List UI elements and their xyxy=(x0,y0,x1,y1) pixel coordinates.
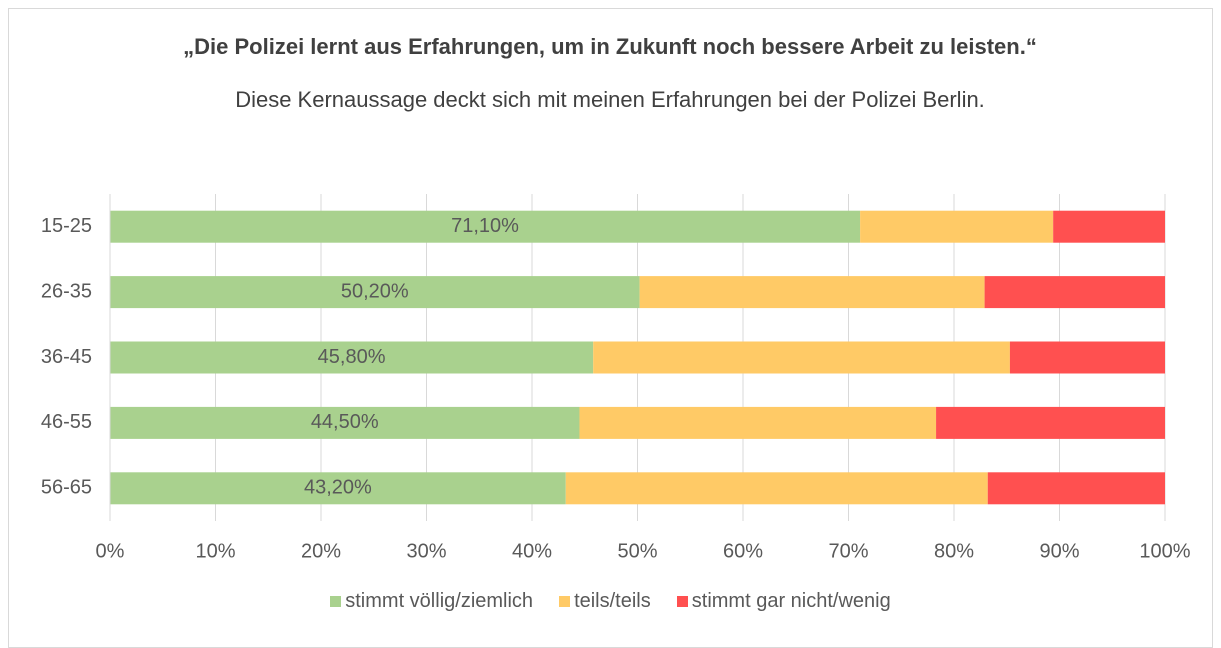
legend: stimmt völlig/ziemlich teils/teils stimmt … xyxy=(0,590,1221,613)
data-label: 50,20% xyxy=(341,280,409,302)
chart: 0% 10% 20% 30% 40% 50% 60% 70% 80% 90% 100% 15-25 71… xyxy=(41,194,1191,562)
bar-segment xyxy=(565,472,988,505)
legend-label: teils/teils xyxy=(574,590,651,612)
legend-item: stimmt gar nicht/wenig xyxy=(676,590,891,613)
x-tick-label: 80% xyxy=(934,540,974,562)
bar-segment xyxy=(110,341,594,374)
legend-item: teils/teils xyxy=(559,590,651,613)
data-label: 71,10% xyxy=(451,215,519,237)
data-label: 44,50% xyxy=(311,411,379,433)
x-tick-label: 70% xyxy=(828,540,868,562)
legend-swatch xyxy=(559,596,571,607)
legend-label: stimmt gar nicht/wenig xyxy=(691,590,891,612)
bar-segment xyxy=(110,276,640,309)
bar-segment xyxy=(984,276,1165,309)
legend-item: stimmt völlig/ziemlich xyxy=(330,590,533,613)
bar-segment xyxy=(1009,341,1165,374)
y-tick-label: 46-55 xyxy=(41,411,92,433)
bar-segment xyxy=(579,406,937,439)
bar-segment xyxy=(593,341,1010,374)
chart-subtitle: Diese Kernaussage deckt sich mit meinen … xyxy=(235,87,985,112)
x-tick-label: 50% xyxy=(617,540,657,562)
x-tick-label: 40% xyxy=(512,540,552,562)
bar-segment xyxy=(1053,210,1165,243)
x-tick-label: 30% xyxy=(406,540,446,562)
data-label: 43,20% xyxy=(304,477,372,499)
bar-segment xyxy=(860,210,1054,243)
y-tick-label: 15-25 xyxy=(41,215,92,237)
bar-segment xyxy=(987,472,1165,505)
bar-segment xyxy=(110,472,566,505)
x-tick-label: 0% xyxy=(96,540,125,562)
y-tick-label: 56-65 xyxy=(41,477,92,499)
x-tick-label: 100% xyxy=(1139,540,1190,562)
legend-swatch xyxy=(330,596,342,607)
page: „Die Polizei lernt aus Erfahrungen, um i… xyxy=(0,8,1221,648)
data-label: 45,80% xyxy=(318,346,386,368)
x-tick-label: 90% xyxy=(1039,540,1079,562)
chart-title: „Die Polizei lernt aus Erfahrungen, um i… xyxy=(183,34,1037,59)
x-tick-label: 20% xyxy=(301,540,341,562)
y-tick-label: 26-35 xyxy=(41,280,92,302)
y-tick-label: 36-45 xyxy=(41,346,92,368)
bar-segment xyxy=(936,406,1165,439)
legend-swatch xyxy=(676,596,688,607)
bar-segment xyxy=(639,276,985,309)
x-tick-label: 60% xyxy=(723,540,763,562)
x-tick-label: 10% xyxy=(195,540,235,562)
bar-segment xyxy=(110,210,861,243)
legend-label: stimmt völlig/ziemlich xyxy=(345,590,534,612)
bar-segment xyxy=(110,406,580,439)
